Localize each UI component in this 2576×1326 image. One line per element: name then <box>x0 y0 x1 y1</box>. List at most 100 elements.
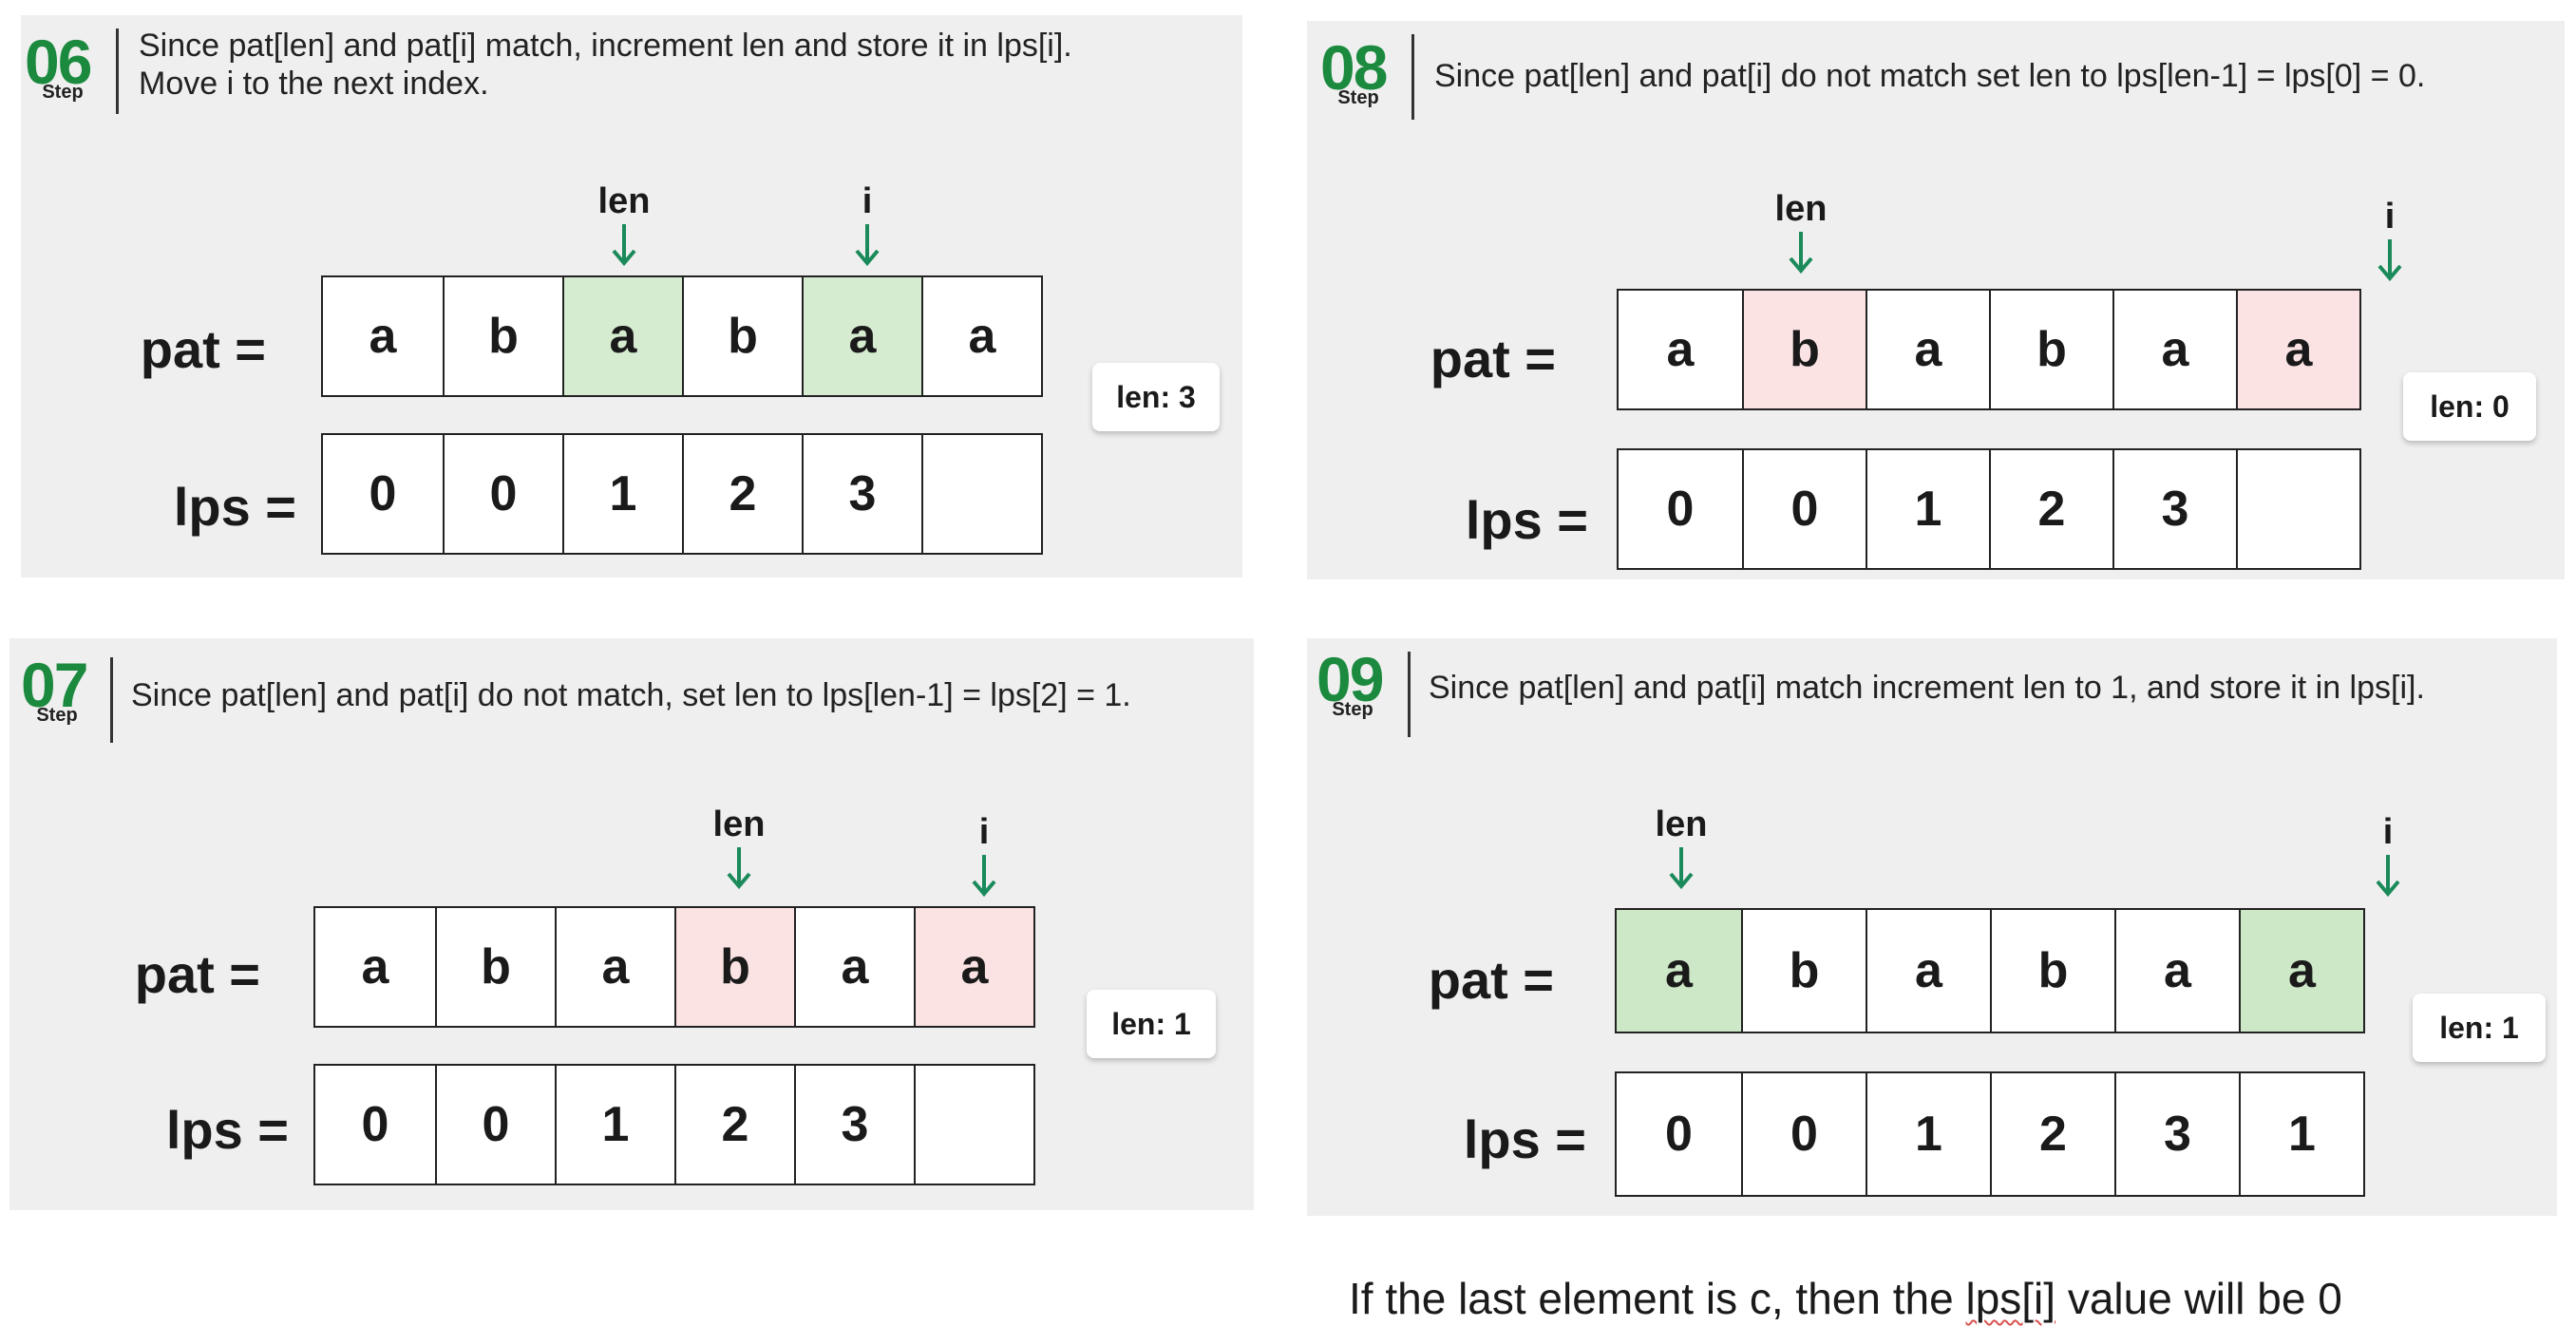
pat-cell-match: a <box>562 277 682 395</box>
lps-label: lps = <box>173 477 296 537</box>
pat-label: pat = <box>1430 329 1556 388</box>
step-number: 08 <box>1320 32 1388 103</box>
step-description: Since pat[len] and pat[i] match incremen… <box>1429 669 2425 707</box>
footnote-spellcheck-word: lps[i] <box>1965 1274 2056 1323</box>
lps-cell: 3 <box>802 435 921 553</box>
lps-cell: 2 <box>1989 450 2112 568</box>
pat-cell-match: a <box>1617 910 1741 1032</box>
len-value-badge: len: 0 <box>2403 372 2536 441</box>
i-pointer-label: i <box>978 812 990 852</box>
down-arrow-icon <box>1669 847 1694 889</box>
step-number: 06 <box>25 27 92 97</box>
step-number: 09 <box>1316 644 1384 714</box>
pat-cell: a <box>2112 291 2236 408</box>
lps-cell <box>914 1066 1033 1184</box>
lps-array: 0 0 1 2 3 <box>321 433 1043 555</box>
len-value-badge: len: 1 <box>1087 990 1216 1058</box>
pat-array: a b a b a a <box>313 906 1035 1028</box>
lps-cell: 0 <box>1742 450 1866 568</box>
lps-cell <box>2236 450 2359 568</box>
description-line: Since pat[len] and pat[i] do not match, … <box>131 677 1131 713</box>
step-label: Step <box>36 705 78 726</box>
down-arrow-icon <box>727 847 751 889</box>
lps-cell: 0 <box>443 435 562 553</box>
lps-cell: 2 <box>1990 1073 2114 1195</box>
pat-cell: a <box>361 939 389 994</box>
lps-cell: 1 <box>555 1066 674 1184</box>
lps-label: lps = <box>1463 1109 1586 1169</box>
pat-cell: a <box>369 309 397 364</box>
down-arrow-icon <box>2377 239 2402 281</box>
lps-array: 0 0 1 2 3 1 <box>1615 1071 2365 1197</box>
lps-cell: 3 <box>2112 450 2236 568</box>
lps-array: 0 0 1 2 3 <box>313 1064 1035 1185</box>
i-pointer: i <box>2321 813 2454 897</box>
step-description: Since pat[len] and pat[i] do not match, … <box>131 676 1131 714</box>
description-line: Since pat[len] and pat[i] match incremen… <box>1429 670 2425 706</box>
down-arrow-icon <box>855 224 880 266</box>
step-panel-09: 09 Step Since pat[len] and pat[i] match … <box>1307 638 2557 1216</box>
pat-cell: b <box>435 908 555 1026</box>
step-number: 07 <box>21 650 88 720</box>
lps-cell: 0 <box>1665 1107 1693 1162</box>
i-pointer-label: i <box>2384 197 2396 237</box>
i-pointer-label: i <box>2382 812 2394 852</box>
down-arrow-icon <box>2376 855 2400 897</box>
len-pointer-label: len <box>1774 189 1828 229</box>
lps-cell: 0 <box>369 466 397 521</box>
len-pointer-label: len <box>1655 805 1708 844</box>
step-label: Step <box>42 82 84 103</box>
lps-cell: 0 <box>1741 1073 1866 1195</box>
step-description: Since pat[len] and pat[i] do not match s… <box>1434 57 2425 95</box>
lps-cell: 1 <box>2239 1073 2363 1195</box>
pat-cell-mismatch: a <box>2236 291 2359 408</box>
footnote: If the last element is c, then the lps[i… <box>1349 1273 2342 1324</box>
pat-cell: a <box>1666 322 1695 377</box>
pat-cell-mismatch: b <box>1742 291 1866 408</box>
pat-cell: b <box>1989 291 2112 408</box>
i-pointer-label: i <box>862 181 873 221</box>
lps-cell: 0 <box>1666 482 1695 537</box>
len-pointer: len <box>672 805 805 889</box>
lps-cell: 3 <box>2114 1073 2239 1195</box>
lps-cell <box>921 435 1041 553</box>
step-divider <box>116 28 119 114</box>
lps-cell: 1 <box>562 435 682 553</box>
pat-cell-mismatch: b <box>674 908 794 1026</box>
down-arrow-icon <box>1789 232 1813 274</box>
pat-cell: a <box>921 277 1041 395</box>
pat-cell-match: a <box>2239 910 2363 1032</box>
step-divider <box>1411 34 1414 120</box>
step-divider <box>110 657 113 743</box>
lps-cell: 2 <box>674 1066 794 1184</box>
pat-cell: b <box>682 277 802 395</box>
pat-cell: a <box>555 908 674 1026</box>
footnote-text: value will be 0 <box>2055 1274 2342 1323</box>
len-value-badge: len: 3 <box>1092 363 1220 431</box>
step-description: Since pat[len] and pat[i] match, increme… <box>139 27 1072 103</box>
pat-cell: b <box>443 277 562 395</box>
len-pointer: len <box>1734 190 1867 274</box>
step-panel-06: 06 Step Since pat[len] and pat[i] match,… <box>21 15 1242 578</box>
pat-array: a b a b a a <box>1615 908 2365 1033</box>
pat-label: pat = <box>140 319 266 379</box>
lps-cell: 3 <box>794 1066 914 1184</box>
i-pointer: i <box>2323 198 2456 281</box>
len-pointer: len <box>558 182 691 266</box>
pat-cell: a <box>794 908 914 1026</box>
lps-cell: 0 <box>435 1066 555 1184</box>
len-value-badge: len: 1 <box>2413 994 2546 1062</box>
i-pointer: i <box>918 813 1051 897</box>
len-pointer: len <box>1615 805 1748 889</box>
len-pointer-label: len <box>712 805 766 844</box>
pat-cell-mismatch: a <box>914 908 1033 1026</box>
down-arrow-icon <box>612 224 636 266</box>
pat-cell: b <box>1741 910 1866 1032</box>
pat-array: a b a b a a <box>1617 289 2361 410</box>
pat-array: a b a b a a <box>321 275 1043 397</box>
step-divider <box>1408 652 1411 737</box>
step-panel-07: 07 Step Since pat[len] and pat[i] do not… <box>9 638 1254 1210</box>
down-arrow-icon <box>972 855 996 897</box>
description-line: Since pat[len] and pat[i] match, increme… <box>139 28 1072 64</box>
description-line: Move i to the next index. <box>139 66 489 102</box>
